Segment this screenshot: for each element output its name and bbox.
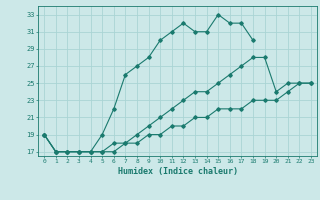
X-axis label: Humidex (Indice chaleur): Humidex (Indice chaleur) [118,167,238,176]
